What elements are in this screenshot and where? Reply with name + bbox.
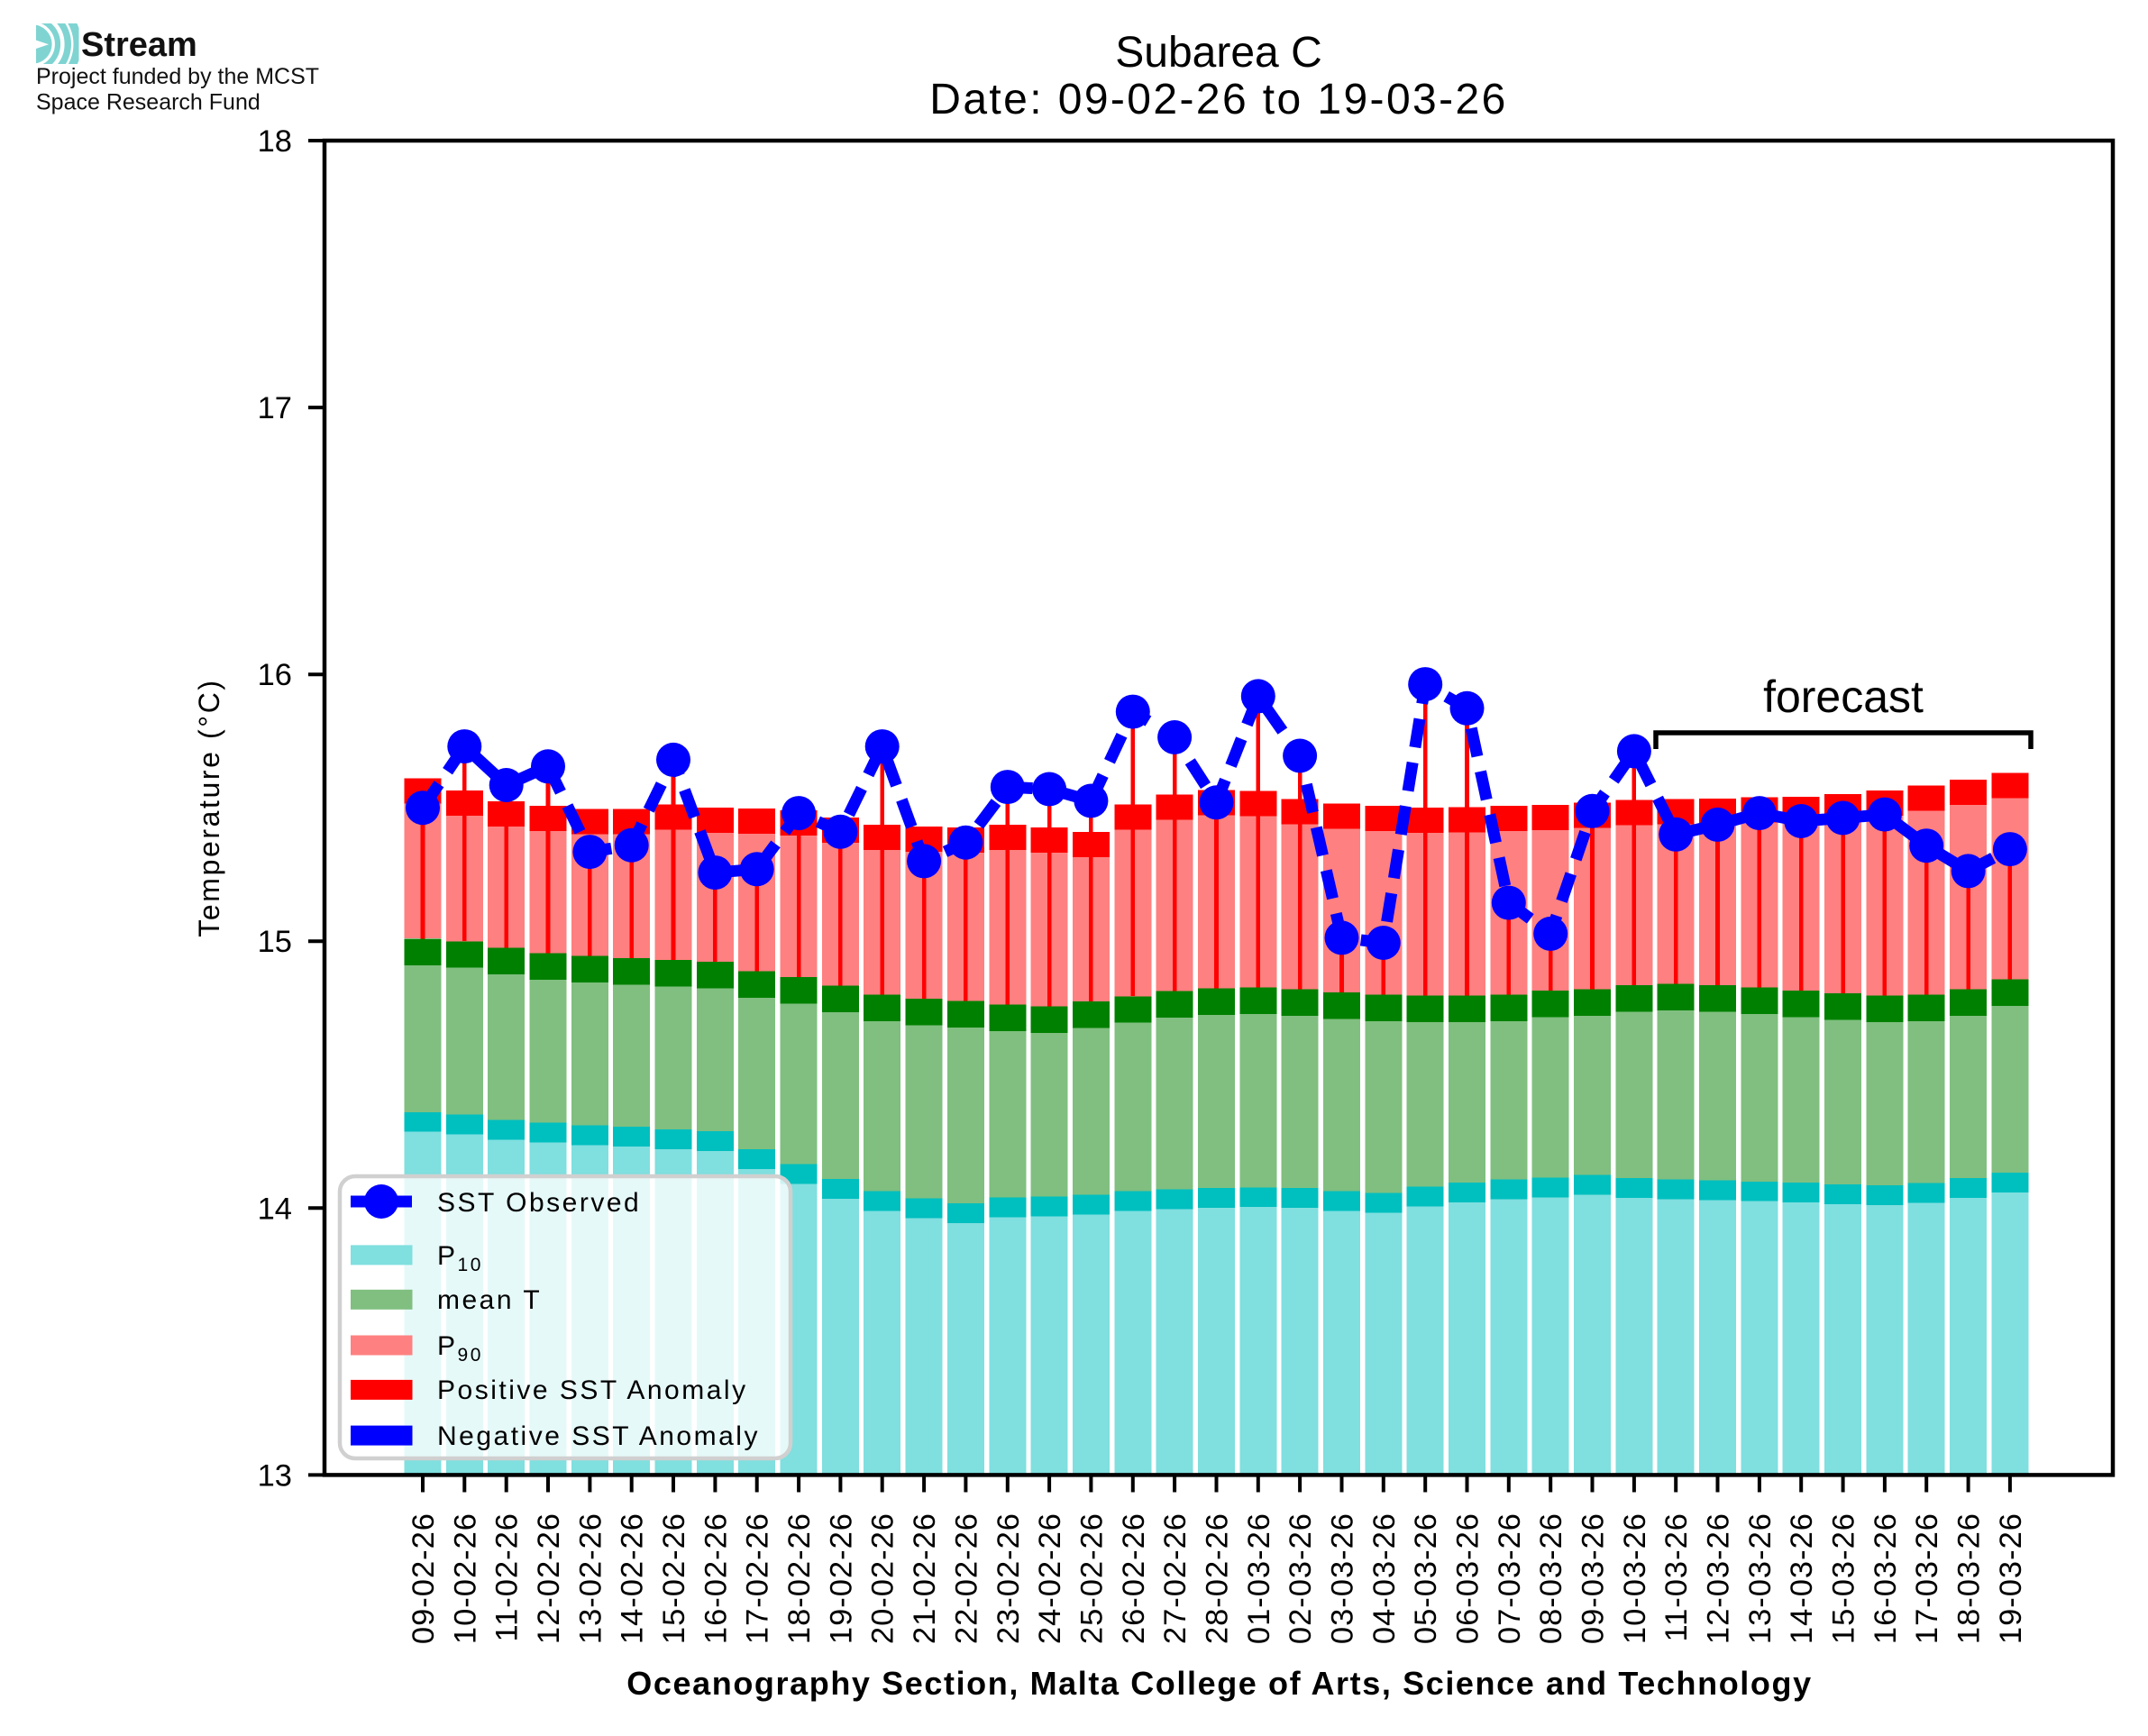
svg-text:26-02-26: 26-02-26 [1117, 1512, 1151, 1644]
svg-text:16: 16 [258, 658, 292, 692]
svg-text:10-02-26: 10-02-26 [448, 1512, 482, 1644]
svg-text:10-03-26: 10-03-26 [1618, 1512, 1652, 1644]
svg-text:13: 13 [258, 1458, 292, 1493]
svg-text:12-02-26: 12-02-26 [532, 1512, 566, 1644]
svg-text:01-03-26: 01-03-26 [1242, 1512, 1276, 1644]
svg-text:24-02-26: 24-02-26 [1033, 1512, 1067, 1644]
svg-text:14: 14 [258, 1192, 292, 1226]
svg-text:Oceanography Section, Malta Co: Oceanography Section, Malta College of A… [626, 1665, 1812, 1702]
svg-text:19-03-26: 19-03-26 [1994, 1512, 2028, 1644]
svg-text:Negative SST Anomaly: Negative SST Anomaly [437, 1421, 760, 1451]
svg-text:14-03-26: 14-03-26 [1785, 1512, 1819, 1644]
svg-text:15-03-26: 15-03-26 [1827, 1512, 1861, 1644]
svg-text:06-03-26: 06-03-26 [1451, 1512, 1485, 1644]
svg-text:18: 18 [258, 124, 292, 159]
svg-text:05-03-26: 05-03-26 [1409, 1512, 1443, 1644]
svg-text:11-03-26: 11-03-26 [1659, 1512, 1694, 1642]
svg-text:18-03-26: 18-03-26 [1952, 1512, 1987, 1644]
svg-text:19-02-26: 19-02-26 [824, 1512, 858, 1644]
svg-text:Positive SST Anomaly: Positive SST Anomaly [437, 1375, 748, 1405]
svg-text:17: 17 [258, 391, 292, 425]
svg-text:04-03-26: 04-03-26 [1367, 1512, 1402, 1644]
svg-text:13-03-26: 13-03-26 [1743, 1512, 1778, 1644]
svg-text:17-03-26: 17-03-26 [1910, 1512, 1944, 1644]
svg-text:13-02-26: 13-02-26 [573, 1512, 608, 1644]
svg-text:03-03-26: 03-03-26 [1326, 1512, 1360, 1644]
svg-text:forecast: forecast [1763, 672, 1924, 722]
svg-text:17-02-26: 17-02-26 [741, 1512, 775, 1644]
svg-text:07-03-26: 07-03-26 [1493, 1512, 1527, 1644]
svg-text:22-02-26: 22-02-26 [949, 1512, 983, 1644]
svg-text:12-03-26: 12-03-26 [1702, 1512, 1736, 1644]
svg-text:Project funded by the MCST: Project funded by the MCST [36, 64, 319, 89]
svg-text:21-02-26: 21-02-26 [908, 1512, 942, 1644]
svg-text:Date: 09-02-26 to 19-03-26: Date: 09-02-26 to 19-03-26 [929, 76, 1507, 123]
svg-text:08-03-26: 08-03-26 [1534, 1512, 1568, 1644]
svg-text:18-02-26: 18-02-26 [782, 1512, 817, 1644]
svg-text:15: 15 [258, 925, 292, 959]
svg-text:09-02-26: 09-02-26 [407, 1512, 441, 1644]
svg-text:Subarea C: Subarea C [1115, 29, 1321, 77]
svg-text:23-02-26: 23-02-26 [992, 1512, 1026, 1644]
svg-text:15-02-26: 15-02-26 [657, 1512, 691, 1644]
svg-text:20-02-26: 20-02-26 [866, 1512, 900, 1644]
svg-text:mean T: mean T [437, 1285, 542, 1315]
svg-text:25-02-26: 25-02-26 [1074, 1512, 1109, 1644]
svg-text:Space Research Fund: Space Research Fund [36, 90, 261, 115]
svg-text:16-03-26: 16-03-26 [1869, 1512, 1903, 1644]
svg-text:Temperature (°C): Temperature (°C) [193, 678, 225, 937]
svg-text:11-02-26: 11-02-26 [490, 1512, 525, 1642]
svg-text:27-02-26: 27-02-26 [1158, 1512, 1193, 1644]
svg-text:28-02-26: 28-02-26 [1201, 1512, 1235, 1644]
svg-text:16-02-26: 16-02-26 [699, 1512, 733, 1644]
svg-text:14-02-26: 14-02-26 [616, 1512, 650, 1644]
svg-text:02-03-26: 02-03-26 [1284, 1512, 1318, 1644]
svg-text:09-03-26: 09-03-26 [1577, 1512, 1611, 1644]
svg-text:Stream: Stream [81, 26, 197, 64]
svg-text:SST Observed: SST Observed [437, 1188, 641, 1218]
